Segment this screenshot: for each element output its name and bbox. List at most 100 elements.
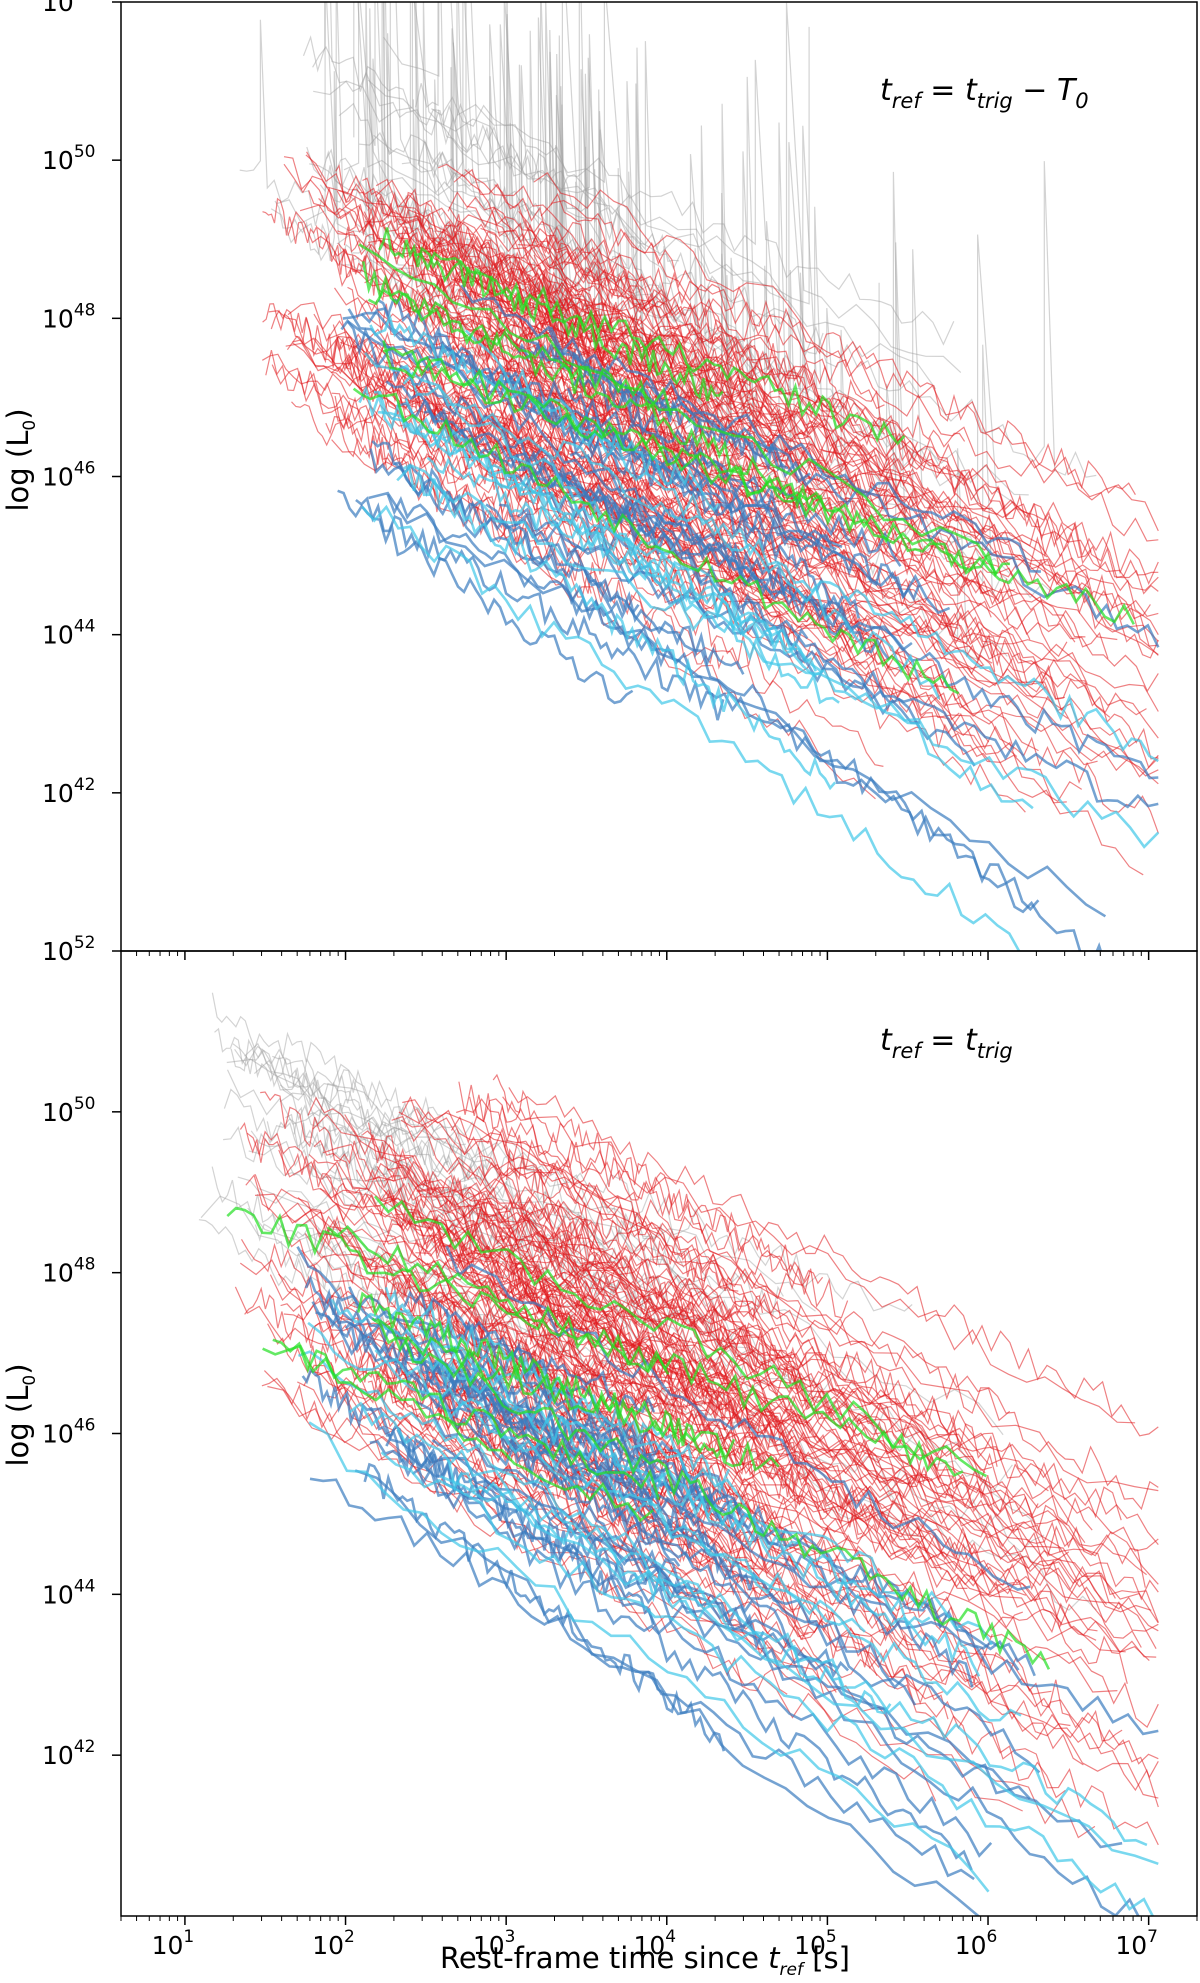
series-line-steel-blue	[517, 507, 921, 724]
series-line-red	[278, 1273, 677, 1504]
series-line-green	[382, 346, 1135, 625]
y-tick-label: 1046	[42, 459, 95, 492]
series-line-gray	[230, 1038, 487, 1188]
series-line-steel-blue	[490, 1423, 1159, 1736]
y-tick-label: 1048	[42, 300, 95, 333]
series-line-steel-blue	[355, 496, 725, 721]
series-line-gray	[279, 1084, 654, 1308]
series-line-steel-blue	[530, 446, 976, 767]
series-line-steel-blue	[431, 1439, 1123, 1849]
series-line-red	[283, 163, 982, 621]
series-line-red	[263, 1370, 1023, 1812]
series-line-cyan	[374, 1349, 1022, 1722]
series-line-steel-blue	[396, 398, 913, 652]
series-line-steel-blue	[347, 308, 769, 583]
series-line-red	[271, 364, 884, 767]
series-line-cyan	[308, 1421, 990, 1893]
series-line-red	[409, 397, 990, 743]
series-line-steel-blue	[369, 1439, 973, 1871]
series-line-red	[514, 1267, 1159, 1632]
y-tick-label: 1050	[42, 1094, 95, 1127]
series-line-red	[383, 226, 928, 539]
series-line-green	[352, 387, 960, 695]
panel-top: 1042 1044 1046 1048 1050 1052 tref = ttrig − …	[1, 0, 1198, 960]
series-line-red	[416, 1108, 1011, 1422]
series-line-red	[524, 236, 1159, 595]
series-line-steel-blue	[529, 1383, 974, 1688]
series-line-green	[413, 251, 906, 446]
series-line-gray	[338, 2, 815, 395]
series-line-cyan	[396, 464, 1160, 849]
series-line-red	[502, 1096, 1136, 1424]
series-line-red	[398, 1111, 1159, 1492]
series-line-red	[475, 1317, 1157, 1658]
series-line-red	[322, 1143, 1116, 1599]
series-line-red	[525, 1288, 1157, 1649]
x-tick-label: 101	[152, 1927, 195, 1960]
series-line-steel-blue	[445, 1245, 1031, 1591]
series-line-steel-blue	[569, 425, 921, 602]
x-ticks-top	[120, 951, 1198, 960]
series-line-red	[550, 192, 1136, 496]
series-line-red	[366, 192, 610, 365]
series-line-cyan	[378, 410, 824, 673]
series-line-cyan	[411, 1346, 981, 1678]
series-line-steel-blue	[411, 1463, 1031, 1800]
annotation-top: tref = ttrig − T0	[880, 73, 1089, 113]
series-line-red	[427, 219, 838, 452]
series-line-red	[520, 1201, 802, 1391]
series-line-red	[477, 1280, 908, 1558]
series-line-red	[260, 1091, 519, 1256]
series-layer-top	[239, 2, 1160, 951]
series-line-red	[325, 416, 579, 577]
series-line-cyan	[361, 504, 1021, 951]
series-line-red	[400, 1095, 889, 1420]
series-line-cyan	[440, 1475, 1159, 1866]
series-line-red	[383, 1189, 710, 1405]
series-line-green	[226, 1206, 964, 1478]
series-line-steel-blue	[354, 1469, 981, 1916]
series-line-gray	[313, 2, 810, 305]
y-tick-label: 1042	[42, 775, 95, 808]
y-axis-label-top: log (L0)	[1, 408, 40, 511]
y-tick-label: 1044	[42, 1576, 95, 1609]
series-line-green	[371, 1317, 1051, 1670]
series-line-steel-blue	[315, 1311, 1041, 1774]
series-line-steel-blue	[337, 489, 634, 705]
series-line-gray	[312, 24, 609, 210]
x-tick-label: 102	[312, 1927, 355, 1960]
series-line-red	[492, 211, 903, 494]
series-line-cyan	[464, 329, 941, 700]
series-line-red	[458, 1081, 849, 1319]
series-line-gray	[383, 2, 937, 390]
series-line-cyan	[307, 1321, 866, 1633]
series-line-gray	[214, 1027, 489, 1184]
series-line-red	[447, 191, 1159, 647]
series-line-red	[508, 1087, 1159, 1437]
x-tick-label: 103	[473, 1927, 516, 1960]
series-line-red	[340, 337, 1144, 876]
series-line-cyan	[402, 371, 1159, 763]
series-line-red	[481, 1127, 998, 1467]
series-line-gray	[431, 59, 955, 346]
series-line-red	[254, 1174, 848, 1552]
series-line-gray	[232, 1043, 913, 1312]
x-tick-label: 107	[1115, 1927, 1158, 1960]
series-line-red	[533, 172, 1159, 532]
y-tick-label: 1052	[42, 0, 95, 17]
series-line-cyan	[348, 1401, 1148, 1847]
y-tick-label: 1046	[42, 1416, 95, 1449]
series-line-red	[452, 1189, 1159, 1624]
series-line-red	[494, 184, 885, 410]
y-tick-label: 1052	[42, 933, 95, 966]
series-line-red	[406, 346, 1098, 766]
series-line-red	[391, 1115, 993, 1471]
series-line-green	[357, 1291, 736, 1462]
series-line-red	[480, 251, 1010, 565]
series-line-red	[373, 1181, 954, 1499]
series-line-red	[450, 1115, 739, 1292]
series-line-red	[307, 1096, 812, 1425]
series-line-red	[485, 1158, 1159, 1552]
